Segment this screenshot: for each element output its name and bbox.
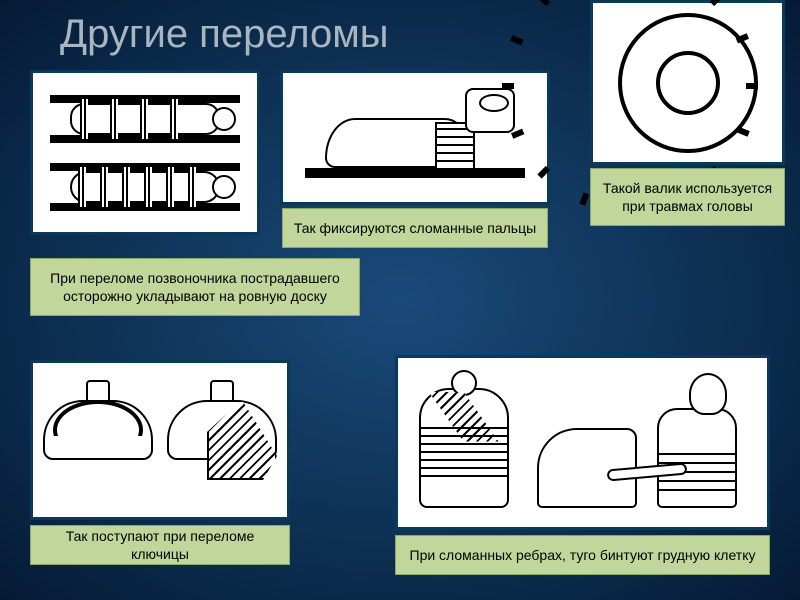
clavicle-front-sling: [162, 370, 282, 510]
stretcher-side-view: [50, 157, 240, 217]
illustration-head-roll: [590, 0, 785, 165]
ribs-diagonal-wrap: [409, 368, 519, 518]
hand-on-board: [305, 88, 525, 188]
caption-spine: При переломе позвоночника пострадавшего …: [30, 258, 360, 316]
caption-ribs: При сломанных ребрах, туго бинтуют грудн…: [395, 535, 770, 575]
caption-clavicle: Так поступают при переломе ключицы: [30, 525, 290, 565]
caption-head: Такой валик используется при травмах гол…: [590, 168, 785, 226]
slide-title: Другие переломы: [60, 12, 389, 57]
stretcher-top-view: [50, 89, 240, 149]
head-donut: [618, 13, 758, 153]
clavicle-back-view: [38, 370, 158, 510]
illustration-fingers: [280, 70, 550, 205]
ribs-bandaging-person: [527, 368, 757, 518]
illustration-spine: [30, 70, 260, 235]
illustration-clavicle: [30, 360, 290, 520]
caption-fingers: Так фиксируются сломанные пальцы: [282, 208, 548, 248]
illustration-ribs: [395, 355, 770, 530]
